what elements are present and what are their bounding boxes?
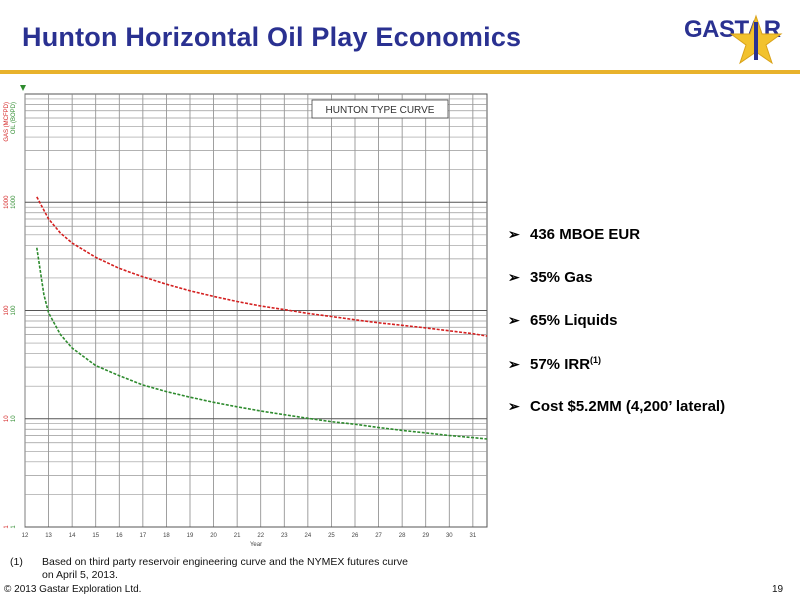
x-tick-label: 20 bbox=[210, 533, 217, 539]
footnote-ref: (1) bbox=[590, 355, 602, 365]
company-logo: GASTAR bbox=[684, 8, 784, 68]
copyright: © 2013 Gastar Exploration Ltd. bbox=[4, 584, 142, 595]
x-tick-label: 12 bbox=[22, 533, 29, 539]
bullet-text: 57% IRR bbox=[530, 356, 591, 373]
x-tick-label: 29 bbox=[422, 533, 429, 539]
chart-svg: 12 13 14 15 16 17 18 19 20 21 22 23 24 25 26 27 28 29 30 31… bbox=[4, 85, 488, 548]
arrow-icon: ➢ bbox=[508, 269, 520, 285]
y-tick-label-oil: 1 bbox=[11, 525, 17, 529]
title-divider bbox=[0, 70, 800, 74]
bullet-eur: ➢ 436 MBOE EUR bbox=[508, 226, 725, 269]
x-tick-label: 31 bbox=[470, 533, 477, 539]
slide-title: Hunton Horizontal Oil Play Economics bbox=[22, 22, 522, 52]
x-tick-label: 28 bbox=[399, 533, 406, 539]
x-tick-label: 21 bbox=[234, 533, 241, 539]
x-tick-label: 24 bbox=[305, 533, 312, 539]
x-tick-label: 30 bbox=[446, 533, 453, 539]
footnote-number: (1) bbox=[10, 556, 23, 568]
y-tick-label-gas: 100 bbox=[4, 305, 10, 316]
star-icon bbox=[729, 14, 783, 65]
y-axis-label-oil: OIL (BOPD) bbox=[11, 102, 17, 134]
bullet-text: 35% Gas bbox=[530, 269, 593, 286]
arrow-icon: ➢ bbox=[508, 398, 520, 414]
x-tick-label: 16 bbox=[116, 533, 123, 539]
y-tick-label-oil: 1000 bbox=[11, 195, 17, 209]
x-tick-label: 19 bbox=[187, 533, 194, 539]
arrow-icon: ➢ bbox=[508, 226, 520, 242]
x-tick-label: 17 bbox=[140, 533, 147, 539]
y-tick-label-gas: 1 bbox=[4, 525, 10, 529]
bullet-cost: ➢ Cost $5.2MM (4,200’ lateral) bbox=[508, 398, 725, 441]
gas-series-line bbox=[36, 196, 488, 337]
x-tick-label: 15 bbox=[92, 533, 99, 539]
y-tick-label-oil: 100 bbox=[11, 305, 17, 316]
axis-marker-icon bbox=[20, 85, 26, 91]
x-tick-label: 26 bbox=[352, 533, 359, 539]
y-tick-label-gas: 1000 bbox=[4, 195, 10, 209]
x-axis-label: Year bbox=[250, 542, 262, 548]
x-tick-label: 23 bbox=[281, 533, 288, 539]
bullet-text: Cost $5.2MM (4,200’ lateral) bbox=[530, 398, 726, 415]
x-tick-label: 27 bbox=[375, 533, 382, 539]
bullet-text: 436 MBOE EUR bbox=[530, 226, 641, 243]
key-metrics-list: ➢ 436 MBOE EUR ➢ 35% Gas ➢ 65% Liquids ➢ 57%… bbox=[508, 226, 725, 441]
bullet-gas: ➢ 35% Gas bbox=[508, 269, 725, 312]
bullet-irr: ➢ 57% IRR(1) bbox=[508, 355, 725, 398]
y-tick-label-oil: 10 bbox=[11, 415, 17, 422]
x-tick-label: 25 bbox=[328, 533, 335, 539]
oil-series-line bbox=[36, 247, 488, 440]
bullet-liquids: ➢ 65% Liquids bbox=[508, 312, 725, 355]
bullet-text: 65% Liquids bbox=[530, 312, 618, 329]
y-tick-label-gas: 10 bbox=[4, 415, 10, 422]
chart-title: HUNTON TYPE CURVE bbox=[326, 105, 435, 116]
y-axis-label-gas: GAS (MCFPD) bbox=[4, 102, 10, 142]
footnote-text: Based on third party reservoir engineeri… bbox=[42, 556, 408, 581]
chart-title-box bbox=[311, 99, 449, 119]
arrow-icon: ➢ bbox=[508, 356, 520, 372]
x-tick-label: 18 bbox=[163, 533, 170, 539]
arrow-icon: ➢ bbox=[508, 312, 520, 328]
x-tick-label: 22 bbox=[257, 533, 264, 539]
type-curve-chart: 12 13 14 15 16 17 18 19 20 21 22 23 24 25 26 27 28 29 30 31… bbox=[0, 82, 492, 550]
page-number: 19 bbox=[772, 584, 784, 595]
x-tick-label: 14 bbox=[69, 533, 76, 539]
x-tick-label: 13 bbox=[45, 533, 52, 539]
